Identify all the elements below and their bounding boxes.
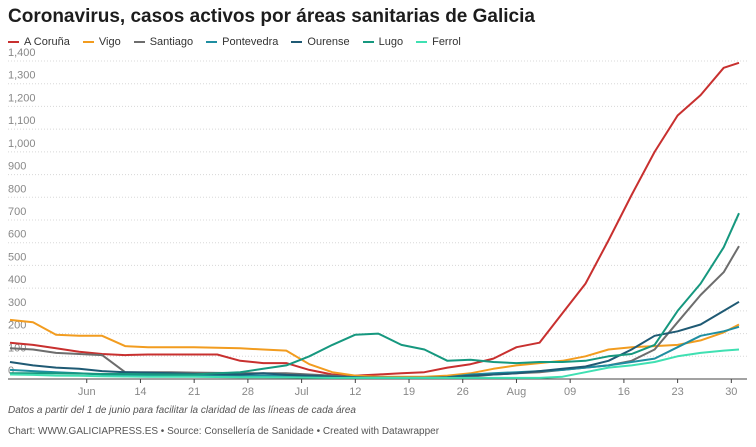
series-line — [9, 348, 740, 379]
legend-item: Ferrol — [416, 36, 461, 48]
legend-item: Santiago — [133, 36, 194, 48]
x-tick-label: Jun — [78, 386, 96, 398]
y-tick-label: 1,400 — [8, 47, 36, 59]
legend-label: A Coruña — [24, 36, 70, 48]
x-tick-label: 14 — [134, 386, 146, 398]
legend-label: Vigo — [98, 36, 121, 48]
legend-label: Lugo — [378, 36, 404, 48]
legend-item: Lugo — [362, 36, 404, 48]
y-tick-label: 1,200 — [8, 92, 36, 104]
y-tick-label: 300 — [8, 297, 26, 309]
series-line — [10, 212, 740, 376]
legend-swatch — [8, 41, 19, 43]
x-tick-label: 16 — [618, 386, 630, 398]
legend-swatch — [416, 41, 428, 43]
y-tick-label: 800 — [8, 183, 26, 195]
legend-label: Ourense — [307, 36, 350, 48]
notes: Datos a partir del 1 de junio para facil… — [8, 405, 356, 416]
legend-item: A Coruña — [8, 36, 70, 48]
legend-swatch — [362, 41, 374, 43]
legend-swatch — [206, 41, 218, 43]
y-tick-label: 200 — [8, 320, 26, 332]
legend-label: Pontevedra — [222, 36, 279, 48]
y-tick-label: 900 — [8, 161, 26, 173]
x-tick-label: 12 — [349, 386, 361, 398]
legend-swatch — [133, 41, 145, 43]
y-tick-label: 400 — [8, 274, 26, 286]
legend-label: Ferrol — [432, 36, 461, 48]
legend-label: Santiago — [149, 36, 194, 48]
x-tick-label: 21 — [188, 386, 200, 398]
x-tick-label: 30 — [725, 386, 737, 398]
legend: A Coruña Vigo Santiago Pontevedra Ourense Lug… — [8, 36, 461, 48]
y-tick-label: 1,000 — [8, 138, 36, 150]
y-tick-label: 500 — [8, 251, 26, 263]
x-tick-label: Jul — [295, 386, 309, 398]
x-tick-label: 26 — [457, 386, 469, 398]
legend-item: Ourense — [291, 36, 350, 48]
y-tick-label: 0 — [8, 365, 14, 377]
y-tick-label: 1,100 — [8, 115, 36, 127]
y-tick-label: 700 — [8, 206, 26, 218]
x-tick-label: 09 — [564, 386, 576, 398]
legend-item: Pontevedra — [206, 36, 278, 48]
y-tick-label: 1,300 — [8, 70, 36, 82]
y-tick-label: 600 — [8, 229, 26, 241]
legend-swatch — [291, 41, 303, 43]
legend-item: Vigo — [82, 36, 121, 48]
x-tick-label: 28 — [242, 386, 254, 398]
x-tick-label: Aug — [507, 386, 527, 398]
legend-swatch — [82, 41, 94, 43]
x-tick-label: 23 — [671, 386, 683, 398]
chart-title: Coronavirus, casos activos por áreas san… — [8, 6, 535, 27]
series-line — [9, 61, 740, 377]
source: Chart: WWW.GALICIAPRESS.ES • Source: Con… — [8, 426, 440, 437]
x-tick-label: 19 — [403, 386, 415, 398]
